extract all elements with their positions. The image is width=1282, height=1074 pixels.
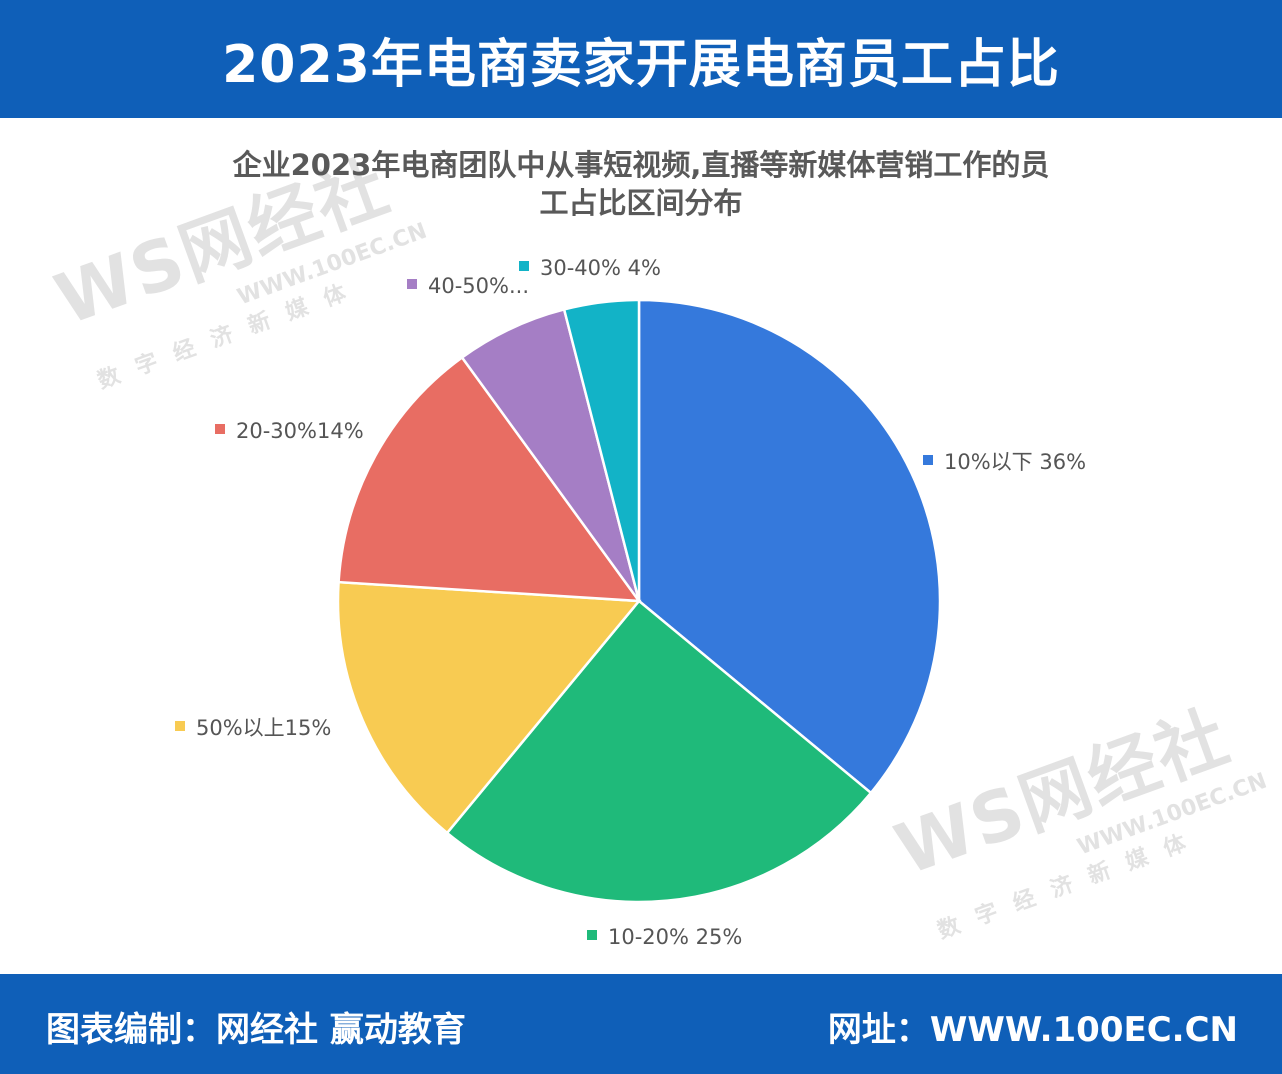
header-banner: 2023年电商卖家开展电商员工占比 [0,0,1282,118]
chart-title-line-1: 企业2023年电商团队中从事短视频,直播等新媒体营销工作的员 [232,148,1050,182]
slice-label: 40-50%... [428,274,529,298]
footer-url: 网址：WWW.100EC.CN [827,1010,1238,1050]
pie-slice [337,355,642,603]
pie-slice [637,298,942,795]
pie-slice [562,298,641,602]
chart-title-line-2: 工占比区间分布 [539,186,743,220]
legend-marker [519,261,529,271]
slice-label: 30-40% 4% [540,256,661,280]
legend-marker [923,455,933,465]
pie-slice [445,599,873,904]
slice-label: 10%以下 36% [944,450,1086,474]
footer-credit: 图表编制：网经社 赢动教育 [46,1010,466,1050]
pie-chart: 10%以下 36% 10-20% 25% 50%以上15% 20-30%14% 40-5… [175,256,1086,949]
slice-label: 50%以上15% [196,716,331,740]
legend-marker [587,930,597,940]
slice-label: 20-30%14% [236,419,364,443]
pie-slice [336,580,642,835]
legend-marker [407,279,417,289]
legend-marker [175,721,185,731]
slice-label: 10-20% 25% [608,925,742,949]
footer-banner: 图表编制：网经社 赢动教育 网址：WWW.100EC.CN [0,974,1282,1074]
chart-title: 企业2023年电商团队中从事短视频,直播等新媒体营销工作的员 工占比区间分布 [0,146,1282,222]
page-title: 2023年电商卖家开展电商员工占比 [222,34,1060,95]
legend-marker [215,424,225,434]
